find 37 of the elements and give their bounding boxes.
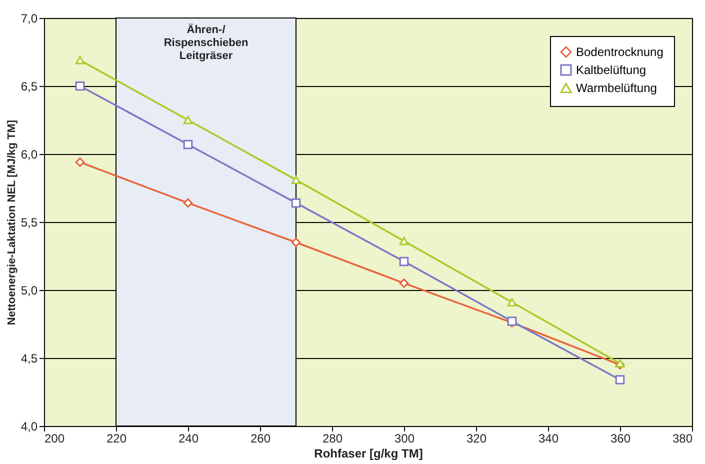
x-tick-label: 320 <box>466 432 487 446</box>
x-tick-label: 240 <box>178 432 199 446</box>
legend-label: Kaltbelüftung <box>576 63 646 77</box>
point <box>183 198 193 208</box>
x-tick-label: 200 <box>44 432 65 446</box>
y-tick-label: 6,0 <box>20 148 38 162</box>
x-tick-label: 380 <box>672 432 693 446</box>
point <box>399 278 409 288</box>
point <box>399 236 409 246</box>
point <box>183 140 193 150</box>
point <box>75 158 85 167</box>
band-label: Ähren-/ Rispenschieben Leitgräser <box>164 23 248 62</box>
legend-label: Bodentrocknung <box>576 45 664 59</box>
point <box>615 375 625 384</box>
x-tick-label: 360 <box>610 432 631 446</box>
point <box>507 298 517 306</box>
x-tick-label: 300 <box>394 432 415 446</box>
y-tick-label: 7,0 <box>20 12 38 26</box>
point <box>291 176 301 184</box>
point <box>75 81 85 91</box>
y-tick-label: 4,0 <box>20 420 38 434</box>
point <box>183 116 193 124</box>
y-tick-label: 5,5 <box>20 216 38 230</box>
point <box>291 198 301 208</box>
y-tick-label: 6,5 <box>20 80 38 94</box>
legend-label: Warmbelüftung <box>576 81 657 95</box>
x-tick-label: 280 <box>322 432 343 446</box>
point <box>399 256 409 266</box>
x-tick-label: 260 <box>250 432 271 446</box>
x-tick-label: 220 <box>106 432 127 446</box>
y-axis-title: Nettoenergie-Laktation NEL [MJ/kg TM] <box>6 120 18 326</box>
point <box>291 238 301 248</box>
x-tick-label: 340 <box>538 432 559 446</box>
y-tick-label: 5,0 <box>20 284 38 298</box>
point <box>75 56 85 64</box>
x-axis-title: Rohfaser [g/kg TM] <box>314 446 423 460</box>
y-tick-label: 4,5 <box>20 352 38 366</box>
